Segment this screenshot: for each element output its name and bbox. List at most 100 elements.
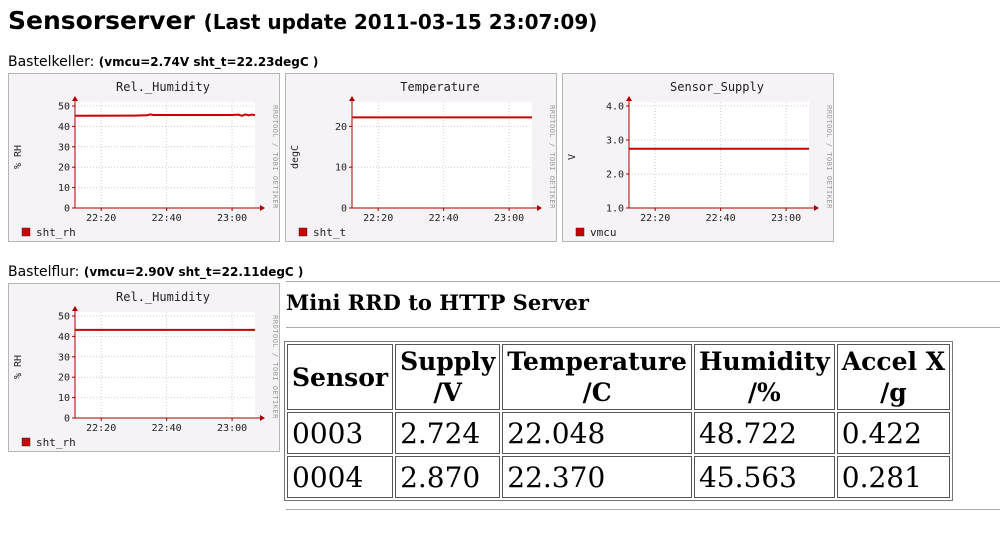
y-tick-label: 0 [341,204,347,215]
rrd-title: Mini RRD to HTTP Server [286,290,589,315]
col-header-unit: /g [880,378,907,407]
y-axis-label: % RH [13,145,24,169]
humidity-chart-svg: 22:20 22:40 23:00 0 10 20 30 40 50 Rel._Humidity%… [13,290,279,449]
col-header-unit: /% [747,378,781,407]
section-info: (vmcu=2.90V sht_t=22.11degC ) [83,265,304,279]
last-update: (Last update 2011-03-15 23:07:09) [203,10,598,34]
cell-sensor: 0003 [287,412,394,454]
y-tick-label: 40 [58,122,70,133]
y-tick-label: 20 [335,122,347,133]
x-tick-label: 23:00 [217,423,247,434]
cell-accel: 0.281 [836,456,951,498]
legend-label: vmcu [590,226,617,239]
cell-humidity: 48.722 [693,412,835,454]
col-header-line: Accel X [841,347,946,376]
section-info: (vmcu=2.74V sht_t=22.23degC ) [98,55,319,69]
col-header-supply: Supply/V [395,344,501,410]
x-tick-label: 22:20 [86,423,116,434]
y-tick-label: 3.0 [606,136,624,147]
graph-supply-bastelkeller: 22:20 22:40 23:00 1.0 2.0 3.0 4.0 Sensor_Supply… [562,73,834,242]
col-header-humidity: Humidity/% [693,344,835,410]
cell-humidity: 45.563 [693,456,835,498]
y-axis-arrow [626,96,632,101]
y-tick-label: 1.0 [606,204,624,215]
watermark: RRDTOOL / TOBI OETIKER [271,315,279,419]
top-divider [286,281,1000,282]
x-axis-arrow [814,205,819,211]
y-tick-label: 0 [64,204,70,215]
graph-humidity-bastelkeller: 22:20 22:40 23:00 0 10 20 30 40 50 Rel._Humidity%… [8,73,280,242]
graph-humidity-bastelflur: 22:20 22:40 23:00 0 10 20 30 40 50 Rel._Humidity%… [8,283,280,452]
plot-area [629,102,809,208]
table-header-row: Sensor Supply/V Temperature/C Humidity/%… [287,344,951,410]
table-row: 0004 2.870 22.370 45.563 0.281 [287,456,951,498]
x-tick-label: 22:40 [429,213,459,224]
x-tick-label: 22:40 [152,213,182,224]
col-header-unit: /V [433,378,462,407]
y-tick-label: 30 [58,142,70,153]
legend-swatch [575,227,585,237]
plot-area [75,102,255,208]
rrd-panel: Mini RRD to HTTP Server Sensor Supply/V … [284,281,1000,510]
x-tick-label: 22:20 [640,213,670,224]
bottom-divider [286,509,1000,510]
legend-label: sht_rh [36,436,76,449]
mid-divider [286,327,1000,328]
y-tick-label: 50 [58,102,70,113]
x-tick-label: 23:00 [217,213,247,224]
table-row: 0003 2.724 22.048 48.722 0.422 [287,412,951,454]
col-header-sensor: Sensor [287,344,394,410]
col-header-unit: /C [582,378,612,407]
plot-area [75,312,255,418]
chart-title: Sensor_Supply [670,80,764,94]
y-tick-label: 4.0 [606,102,624,113]
x-tick-label: 22:40 [706,213,736,224]
x-tick-label: 23:00 [771,213,801,224]
page-title: Sensorserver (Last update 2011-03-15 23:… [8,6,597,35]
temperature-chart-svg: 22:20 22:40 23:00 0 10 20 Temperature degC RRDTO… [290,80,556,239]
section-name: Bastelkeller: [8,54,95,70]
col-header-temperature: Temperature/C [502,344,692,410]
col-header-line: Temperature [507,347,687,376]
cell-supply: 2.870 [395,456,501,498]
supply-chart-svg: 22:20 22:40 23:00 1.0 2.0 3.0 4.0 Sensor_Supply… [567,80,833,239]
legend-label: sht_rh [36,226,76,239]
series-line-sht_rh [74,113,256,117]
graph-temperature-bastelkeller: 22:20 22:40 23:00 0 10 20 Temperature degC RRDTO… [285,73,557,242]
x-tick-label: 22:20 [86,213,116,224]
y-tick-label: 40 [58,332,70,343]
col-header-line: Supply [400,347,496,376]
y-axis-arrow [349,96,355,101]
x-axis-arrow [537,205,542,211]
chart-title: Rel._Humidity [116,290,210,304]
legend-swatch [21,227,31,237]
cell-temperature: 22.370 [502,456,692,498]
col-header-line: Humidity [698,347,830,376]
legend-swatch [298,227,308,237]
humidity-chart-svg: 22:20 22:40 23:00 0 10 20 30 40 50 Rel._Humidity%… [13,80,279,239]
y-axis-arrow [72,96,78,101]
y-axis-arrow [72,306,78,311]
y-tick-label: 50 [58,312,70,323]
col-header-accel: Accel X/g [836,344,951,410]
col-header-line: Sensor [292,362,389,392]
y-tick-label: 30 [58,352,70,363]
x-axis-arrow [260,415,265,421]
cell-temperature: 22.048 [502,412,692,454]
watermark: RRDTOOL / TOBI OETIKER [271,105,279,209]
x-axis-arrow [260,205,265,211]
x-tick-label: 23:00 [494,213,524,224]
x-tick-label: 22:40 [152,423,182,434]
y-axis-label: % RH [13,355,24,379]
y-tick-label: 2.0 [606,170,624,181]
plot-area [352,102,532,208]
y-tick-label: 20 [58,373,70,384]
section-label-bastelkeller: Bastelkeller: (vmcu=2.74V sht_t=22.23deg… [8,54,318,70]
y-tick-label: 10 [58,183,70,194]
sensor-table: Sensor Supply/V Temperature/C Humidity/%… [284,341,954,501]
legend-swatch [21,437,31,447]
cell-accel: 0.422 [836,412,951,454]
y-axis-label: V [567,154,578,160]
section-name: Bastelflur: [8,264,80,280]
section-label-bastelflur: Bastelflur: (vmcu=2.90V sht_t=22.11degC … [8,264,303,280]
